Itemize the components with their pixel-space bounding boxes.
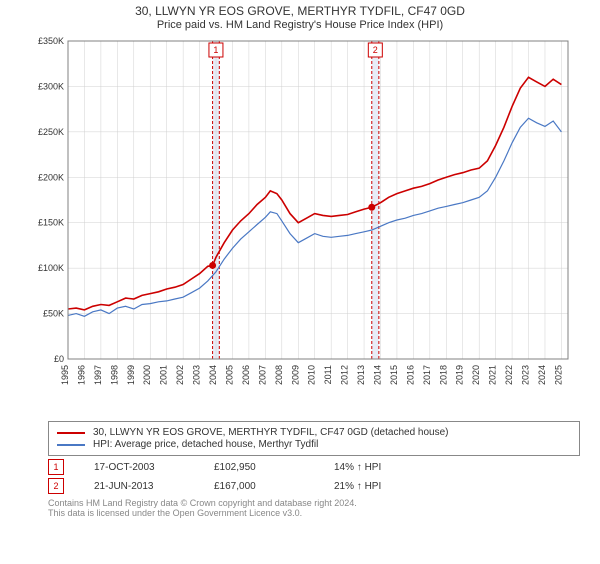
marker-price: £167,000 (214, 481, 304, 492)
chart-area: 1 2 £0 £50K £100K £150K £200K £250K £300K £350K 19… (20, 35, 580, 415)
svg-text:£150K: £150K (38, 218, 64, 228)
legend: 30, LLWYN YR EOS GROVE, MERTHYR TYDFIL, … (48, 421, 580, 456)
footer-attribution: Contains HM Land Registry data © Crown c… (48, 498, 580, 518)
marker-date: 17-OCT-2003 (94, 462, 184, 473)
svg-text:2016: 2016 (405, 365, 415, 385)
legend-label: HPI: Average price, detached house, Mert… (93, 439, 318, 450)
svg-text:2010: 2010 (307, 365, 317, 385)
sale-point (209, 262, 216, 269)
svg-text:2017: 2017 (422, 365, 432, 385)
svg-text:2015: 2015 (389, 365, 399, 385)
svg-text:1998: 1998 (109, 365, 119, 385)
svg-text:2022: 2022 (504, 365, 514, 385)
sale-marker-list: 1 17-OCT-2003 £102,950 14% ↑ HPI 2 21-JUN-201… (48, 459, 580, 494)
marker-badge: 1 (48, 459, 64, 475)
legend-label: 30, LLWYN YR EOS GROVE, MERTHYR TYDFIL, … (93, 427, 449, 438)
svg-text:2019: 2019 (455, 365, 465, 385)
svg-text:2008: 2008 (274, 365, 284, 385)
svg-text:2002: 2002 (175, 365, 185, 385)
svg-text:2013: 2013 (356, 365, 366, 385)
legend-swatch (57, 444, 85, 446)
svg-text:1996: 1996 (76, 365, 86, 385)
marker-date: 21-JUN-2013 (94, 481, 184, 492)
marker-price: £102,950 (214, 462, 304, 473)
footer-line-1: Contains HM Land Registry data © Crown c… (48, 498, 580, 508)
svg-text:£300K: £300K (38, 81, 64, 91)
svg-text:£250K: £250K (38, 127, 64, 137)
sale-point (368, 204, 375, 211)
marker-row: 1 17-OCT-2003 £102,950 14% ↑ HPI (48, 459, 580, 475)
svg-text:1999: 1999 (126, 365, 136, 385)
svg-text:2020: 2020 (471, 365, 481, 385)
legend-row: 30, LLWYN YR EOS GROVE, MERTHYR TYDFIL, … (57, 427, 571, 438)
svg-text:£100K: £100K (38, 263, 64, 273)
svg-text:2009: 2009 (290, 365, 300, 385)
line-chart: 1 2 £0 £50K £100K £150K £200K £250K £300K £350K 19… (20, 35, 580, 415)
svg-text:2006: 2006 (241, 365, 251, 385)
svg-text:2018: 2018 (438, 365, 448, 385)
legend-swatch (57, 432, 85, 434)
svg-text:2001: 2001 (159, 365, 169, 385)
svg-text:2007: 2007 (257, 365, 267, 385)
legend-row: HPI: Average price, detached house, Mert… (57, 439, 571, 450)
svg-text:2023: 2023 (521, 365, 531, 385)
svg-text:2021: 2021 (488, 365, 498, 385)
svg-text:1997: 1997 (93, 365, 103, 385)
svg-text:£0: £0 (54, 354, 64, 364)
svg-text:2011: 2011 (323, 365, 333, 384)
svg-text:2: 2 (373, 45, 378, 55)
marker-delta: 21% ↑ HPI (334, 481, 424, 492)
svg-text:£50K: £50K (43, 309, 64, 319)
svg-text:2025: 2025 (553, 365, 563, 385)
svg-text:1995: 1995 (60, 365, 70, 385)
marker-row: 2 21-JUN-2013 £167,000 21% ↑ HPI (48, 478, 580, 494)
marker-badge: 2 (48, 478, 64, 494)
svg-text:2012: 2012 (340, 365, 350, 385)
svg-text:2024: 2024 (537, 365, 547, 385)
svg-text:2014: 2014 (373, 365, 383, 385)
svg-text:2003: 2003 (192, 365, 202, 385)
svg-text:1: 1 (213, 45, 218, 55)
svg-text:2005: 2005 (224, 365, 234, 385)
marker-delta: 14% ↑ HPI (334, 462, 424, 473)
svg-text:2004: 2004 (208, 365, 218, 385)
svg-text:£350K: £350K (38, 36, 64, 46)
chart-subtitle: Price paid vs. HM Land Registry's House … (0, 19, 600, 31)
svg-text:£200K: £200K (38, 172, 64, 182)
chart-title: 30, LLWYN YR EOS GROVE, MERTHYR TYDFIL, … (0, 4, 600, 18)
svg-text:2000: 2000 (142, 365, 152, 385)
footer-line-2: This data is licensed under the Open Gov… (48, 508, 580, 518)
